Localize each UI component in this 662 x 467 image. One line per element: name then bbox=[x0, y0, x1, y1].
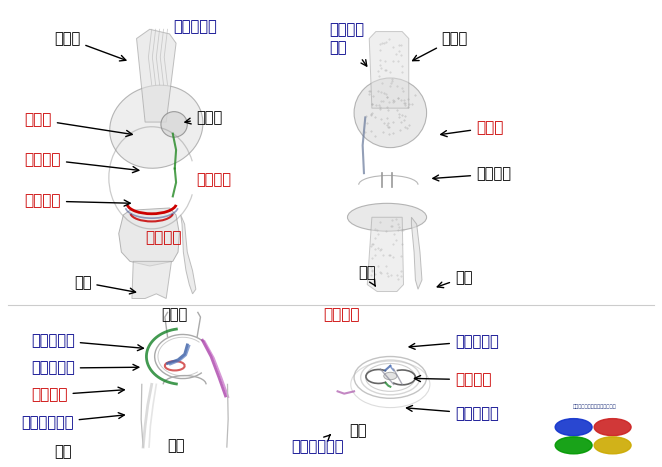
Text: 内側半月: 内側半月 bbox=[323, 307, 359, 322]
Text: 関節包: 関節包 bbox=[24, 112, 132, 136]
Text: 大腿骨: 大腿骨 bbox=[161, 307, 187, 322]
Text: 大腿骨: 大腿骨 bbox=[54, 31, 126, 61]
Text: 内側半月: 内側半月 bbox=[145, 231, 181, 246]
Ellipse shape bbox=[384, 372, 397, 380]
Text: 脛骨: 脛骨 bbox=[74, 275, 136, 294]
Ellipse shape bbox=[110, 85, 203, 168]
Text: 外側半月: 外側半月 bbox=[31, 387, 124, 403]
Ellipse shape bbox=[555, 437, 592, 454]
Text: 大腿四頭筋: 大腿四頭筋 bbox=[173, 20, 216, 35]
Text: 腓骨: 腓骨 bbox=[54, 444, 71, 459]
Text: 前十字靭帯: 前十字靭帯 bbox=[31, 361, 139, 375]
Polygon shape bbox=[367, 217, 404, 291]
Text: 大腿骨: 大腿骨 bbox=[412, 31, 468, 61]
Ellipse shape bbox=[594, 418, 631, 436]
Polygon shape bbox=[411, 217, 422, 289]
Text: 外側半月: 外側半月 bbox=[414, 372, 491, 387]
Text: 外側側副靭帯: 外側側副靭帯 bbox=[21, 413, 124, 431]
Text: 内側側副
靭帯: 内側側副 靭帯 bbox=[330, 22, 367, 66]
Polygon shape bbox=[369, 32, 409, 108]
Text: 外側半月: 外側半月 bbox=[433, 167, 511, 182]
Text: 関節包: 関節包 bbox=[441, 120, 503, 137]
Text: 後十字靭帯: 後十字靭帯 bbox=[31, 333, 144, 351]
Text: 関節軟骨: 関節軟骨 bbox=[24, 152, 139, 173]
Text: 脛骨: 脛骨 bbox=[359, 265, 376, 286]
Polygon shape bbox=[181, 215, 196, 294]
Text: 脛骨: 脛骨 bbox=[167, 439, 185, 453]
Text: 関節半月: 関節半月 bbox=[196, 173, 231, 188]
Text: 内側側副靭帯: 内側側副靭帯 bbox=[291, 435, 344, 454]
Polygon shape bbox=[132, 262, 171, 298]
Ellipse shape bbox=[555, 418, 592, 436]
Polygon shape bbox=[136, 29, 176, 122]
Ellipse shape bbox=[354, 78, 426, 148]
Text: あじさい鉤灸マッサージ治療院: あじさい鉤灸マッサージ治療院 bbox=[572, 404, 616, 409]
Text: 腓骨: 腓骨 bbox=[438, 270, 473, 288]
Polygon shape bbox=[118, 208, 179, 266]
Text: 後十字靭帯: 後十字靭帯 bbox=[409, 334, 498, 349]
Text: 膝蓋骨: 膝蓋骨 bbox=[185, 110, 222, 125]
Text: 関節半月: 関節半月 bbox=[24, 193, 130, 208]
Text: 脛骨: 脛骨 bbox=[350, 423, 367, 439]
Text: 前十字靭帯: 前十字靭帯 bbox=[406, 405, 498, 421]
Ellipse shape bbox=[348, 203, 426, 231]
Ellipse shape bbox=[161, 112, 187, 137]
Ellipse shape bbox=[594, 437, 631, 454]
